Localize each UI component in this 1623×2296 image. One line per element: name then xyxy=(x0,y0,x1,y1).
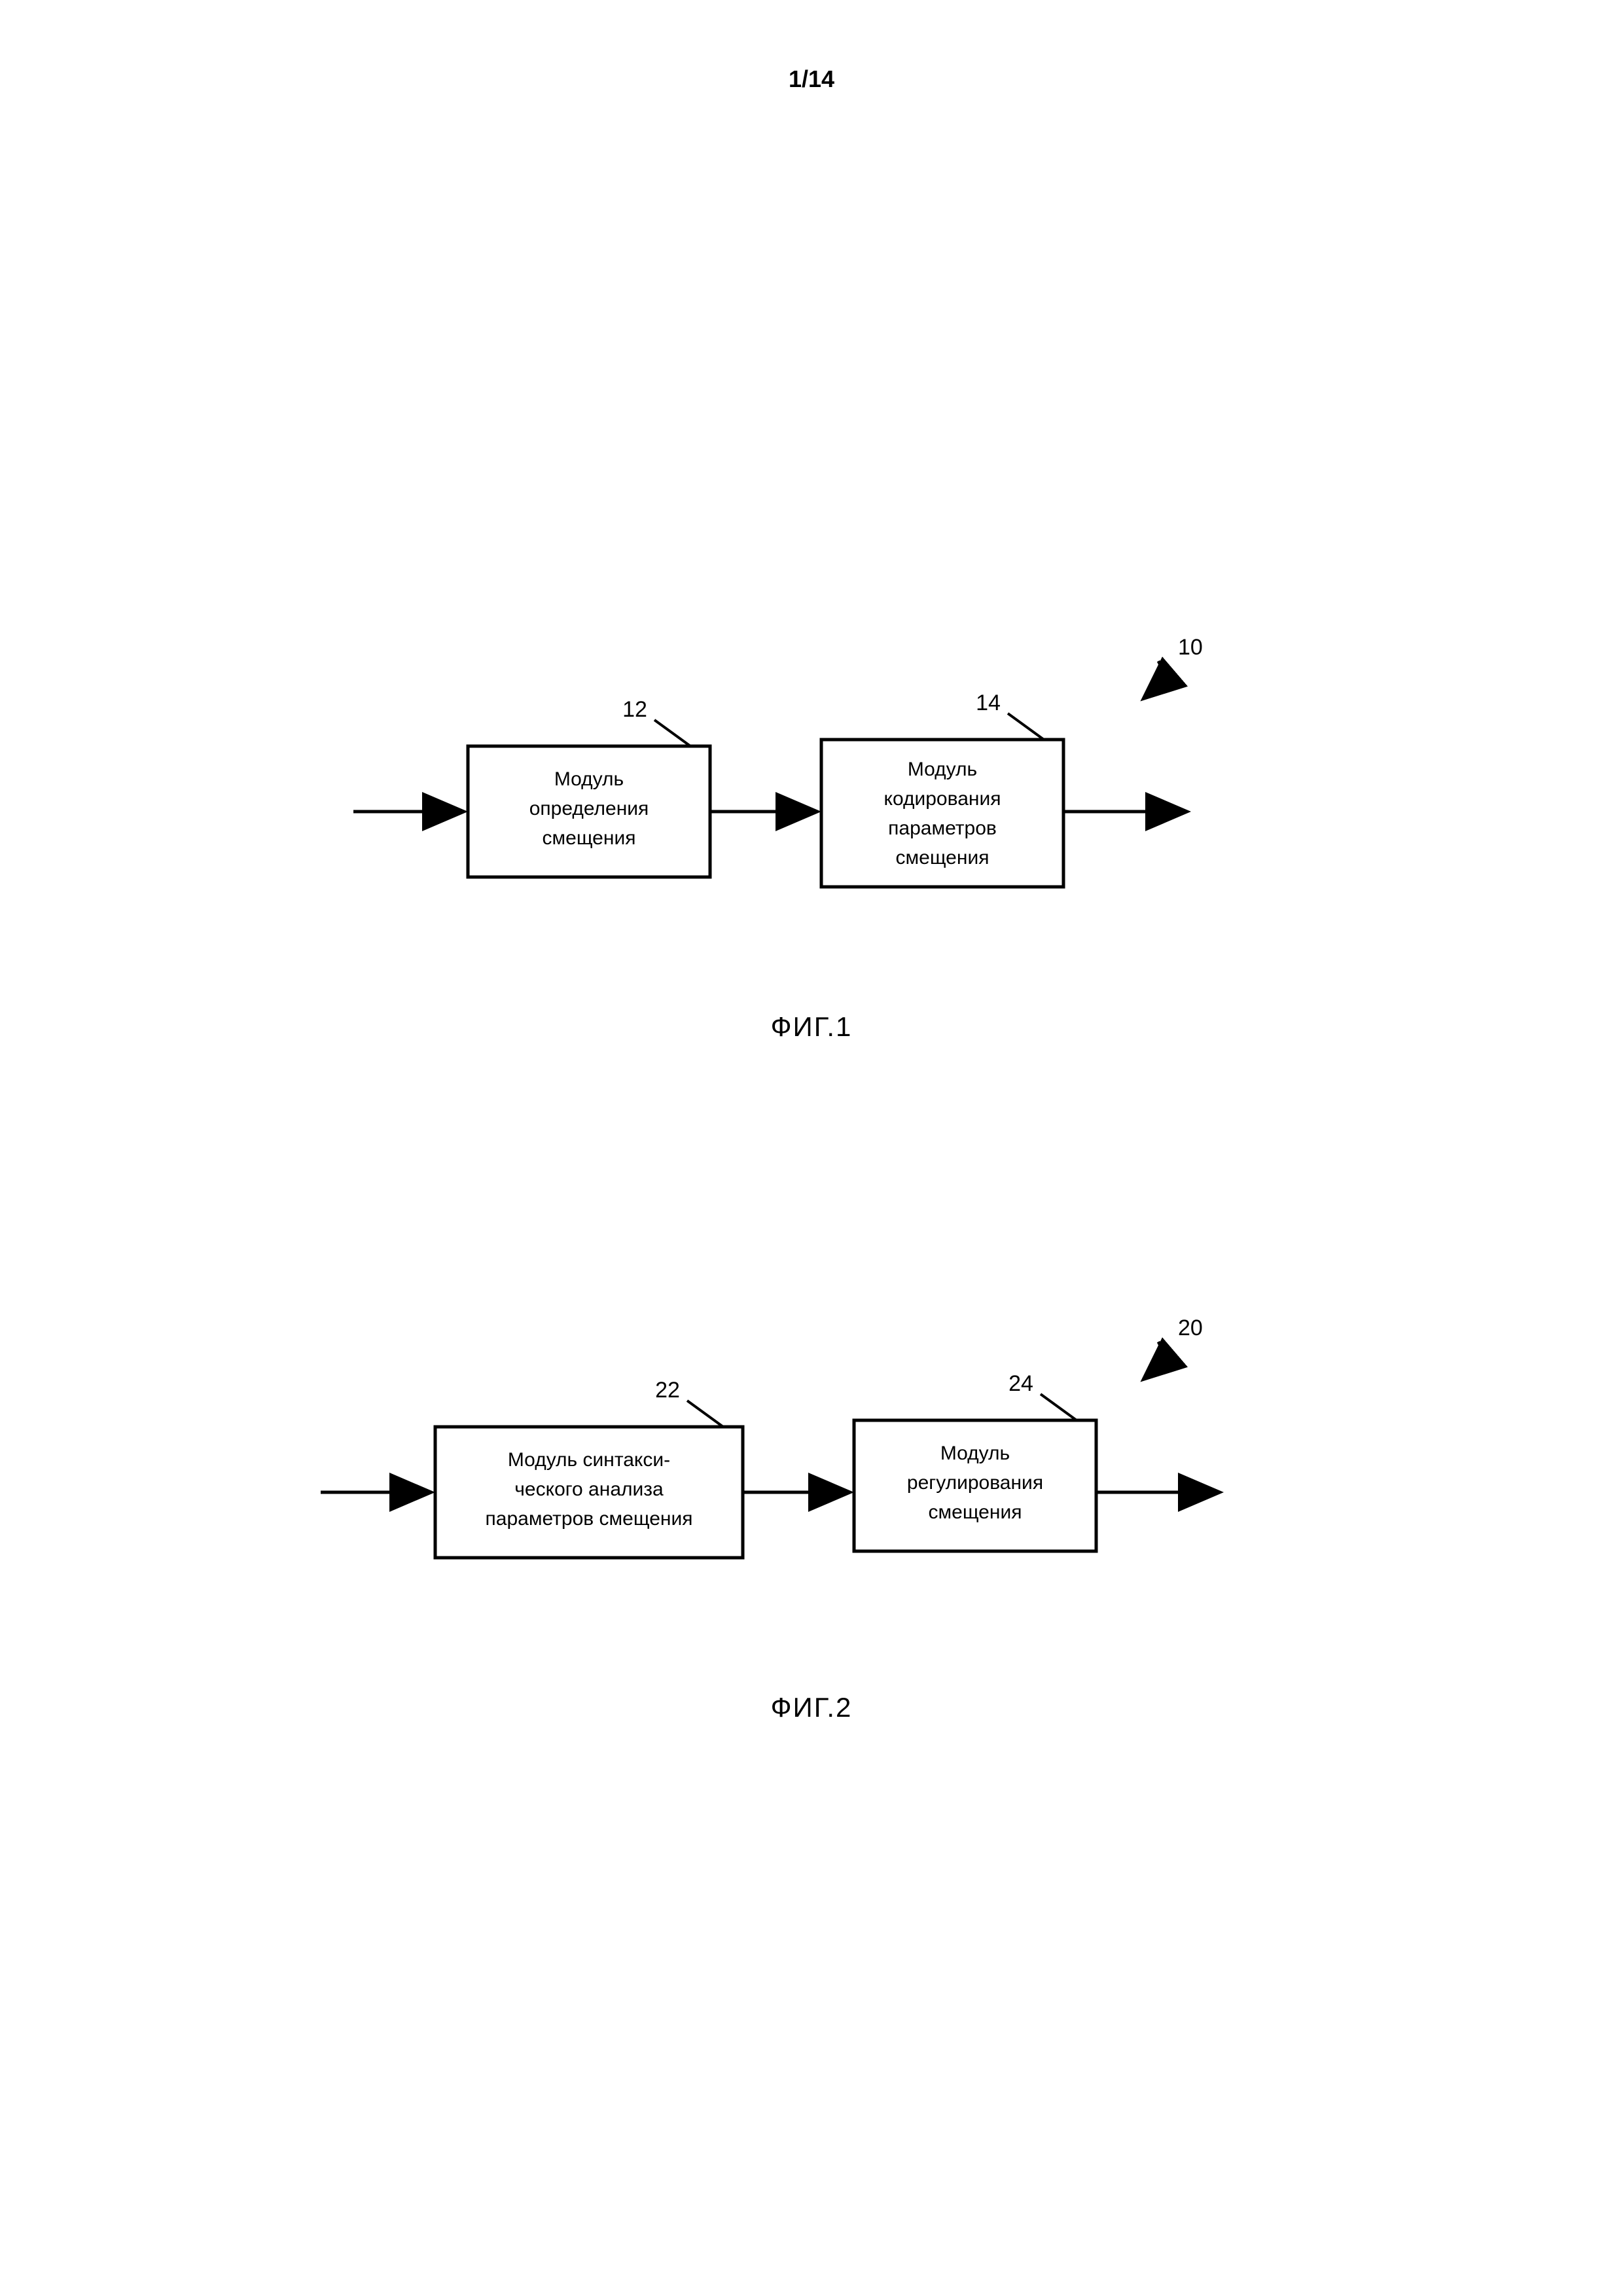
figure-1-svg: 10 12 Модуль определения смещения 14 Мод… xyxy=(0,615,1623,956)
figure-1: 10 12 Модуль определения смещения 14 Мод… xyxy=(0,615,1623,1043)
block-12-ref: 12 xyxy=(622,697,647,722)
page-number: 1/14 xyxy=(0,65,1623,93)
block-14-line-0: Модуль xyxy=(908,759,977,780)
block-24-line-0: Модуль xyxy=(940,1443,1010,1464)
block-14-line-1: кодирования xyxy=(884,788,1001,810)
figure-1-caption: ФИГ.1 xyxy=(0,1011,1623,1043)
block-24-line-2: смещения xyxy=(929,1501,1022,1523)
block-12-line-2: смещения xyxy=(543,827,636,849)
block-14: 14 Модуль кодирования параметров смещени… xyxy=(821,691,1063,887)
page: 1/14 10 12 Модуль определения смещения xyxy=(0,0,1623,2296)
block-14-line-3: смещения xyxy=(896,847,990,869)
block-22-line-2: параметров смещения xyxy=(486,1508,693,1530)
block-14-ref: 14 xyxy=(976,691,1001,715)
block-24-ref: 24 xyxy=(1008,1371,1033,1396)
system-ref-1-label: 10 xyxy=(1178,635,1203,660)
system-ref-2: 20 xyxy=(1145,1316,1203,1378)
figure-2-svg: 20 22 Модуль синтакси- ческого анализа п… xyxy=(0,1296,1623,1636)
block-24: 24 Модуль регулирования смещения xyxy=(854,1371,1096,1551)
figure-2: 20 22 Модуль синтакси- ческого анализа п… xyxy=(0,1296,1623,1723)
block-24-line-1: регулирования xyxy=(907,1472,1043,1494)
block-12-line-0: Модуль xyxy=(554,768,624,790)
system-ref-1: 10 xyxy=(1145,635,1203,697)
block-22-ref: 22 xyxy=(655,1378,680,1403)
block-14-line-2: параметров xyxy=(888,817,997,839)
block-22: 22 Модуль синтакси- ческого анализа пара… xyxy=(435,1378,743,1558)
block-12: 12 Модуль определения смещения xyxy=(468,697,710,877)
figure-2-caption: ФИГ.2 xyxy=(0,1692,1623,1723)
block-12-line-1: определения xyxy=(529,798,649,819)
block-22-line-0: Модуль синтакси- xyxy=(508,1449,670,1471)
system-ref-2-label: 20 xyxy=(1178,1316,1203,1340)
block-22-line-1: ческого анализа xyxy=(514,1479,664,1500)
